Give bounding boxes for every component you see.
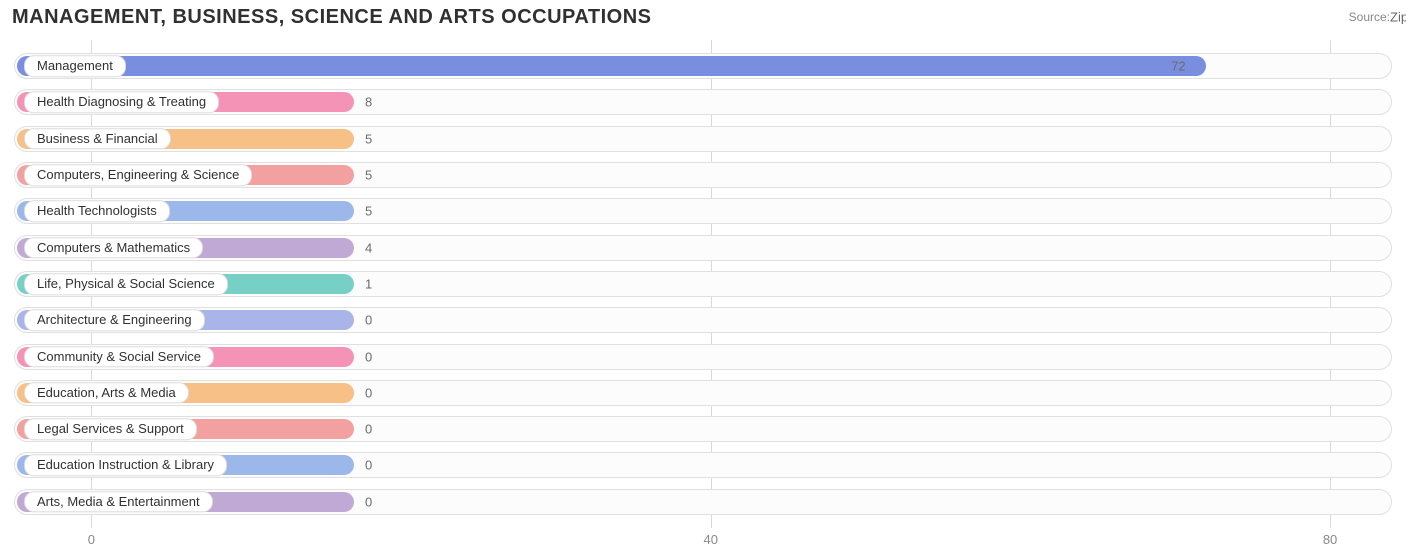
bar-row: Architecture & Engineering 0 xyxy=(14,307,1392,333)
x-axis: 0 40 80 xyxy=(14,532,1392,552)
x-tick-label: 0 xyxy=(88,532,95,547)
source-label: Source: xyxy=(1349,10,1390,24)
bar-label-pill: Education Instruction & Library xyxy=(24,455,227,477)
bar-value: 4 xyxy=(365,240,372,255)
bar-row: Computers, Engineering & Science 5 xyxy=(14,162,1392,188)
bar-value: 8 xyxy=(365,95,372,110)
chart-container: MANAGEMENT, BUSINESS, SCIENCE AND ARTS O… xyxy=(0,0,1406,558)
bar-label-pill: Arts, Media & Entertainment xyxy=(24,491,213,513)
bar-fill xyxy=(17,56,1206,76)
bar-value: 5 xyxy=(365,204,372,219)
bar-label-pill: Computers, Engineering & Science xyxy=(24,164,252,186)
bar-value: 0 xyxy=(365,385,372,400)
plot-area: Management 72 Health Diagnosing & Treating… xyxy=(14,40,1392,528)
bar-value: 5 xyxy=(365,131,372,146)
bar-row: Health Diagnosing & Treating 8 xyxy=(14,89,1392,115)
bar-value: 1 xyxy=(365,276,372,291)
bar-value: 0 xyxy=(365,494,372,509)
source-value: ZipAtlas.com xyxy=(1390,10,1406,25)
bar-row: Education Instruction & Library 0 xyxy=(14,452,1392,478)
bar-row: Legal Services & Support 0 xyxy=(14,416,1392,442)
bar-row: Arts, Media & Entertainment 0 xyxy=(14,489,1392,515)
bar-value: 0 xyxy=(365,422,372,437)
bar-label-pill: Architecture & Engineering xyxy=(24,309,205,331)
x-tick-label: 40 xyxy=(704,532,718,547)
chart-title: MANAGEMENT, BUSINESS, SCIENCE AND ARTS O… xyxy=(12,6,651,29)
bar-label-pill: Community & Social Service xyxy=(24,346,214,368)
bar-row: Education, Arts & Media 0 xyxy=(14,380,1392,406)
bar-row: Management 72 xyxy=(14,53,1392,79)
bar-row: Community & Social Service 0 xyxy=(14,344,1392,370)
bar-label-pill: Life, Physical & Social Science xyxy=(24,273,228,295)
bar-value: 72 xyxy=(1171,59,1185,74)
bar-label-pill: Business & Financial xyxy=(24,128,171,150)
bar-row: Business & Financial 5 xyxy=(14,126,1392,152)
bar-row: Health Technologists 5 xyxy=(14,198,1392,224)
bar-label-pill: Computers & Mathematics xyxy=(24,237,203,259)
x-tick-label: 80 xyxy=(1323,532,1337,547)
bar-label-pill: Health Diagnosing & Treating xyxy=(24,92,219,114)
bar-label-pill: Health Technologists xyxy=(24,201,170,223)
bar-label-pill: Education, Arts & Media xyxy=(24,382,189,404)
bar-value: 0 xyxy=(365,458,372,473)
bar-value: 5 xyxy=(365,168,372,183)
bar-row: Life, Physical & Social Science 1 xyxy=(14,271,1392,297)
bar-value: 0 xyxy=(365,349,372,364)
bar-row: Computers & Mathematics 4 xyxy=(14,235,1392,261)
bar-label-pill: Legal Services & Support xyxy=(24,418,197,440)
bar-value: 0 xyxy=(365,313,372,328)
bars-group: Management 72 Health Diagnosing & Treating… xyxy=(14,40,1392,528)
source-attribution: Source: ZipAtlas.com xyxy=(1349,10,1390,24)
bar-label-pill: Management xyxy=(24,55,126,77)
